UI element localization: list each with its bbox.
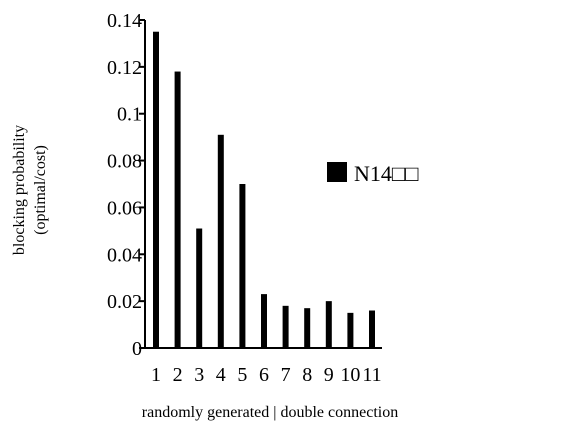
x-tick-label: 3	[194, 364, 204, 386]
y-axis-title-line-1: blocking probability	[11, 125, 28, 255]
x-tick-label: 8	[302, 364, 312, 386]
bar	[347, 312, 354, 348]
bar	[261, 294, 267, 348]
x-tick-label: 10	[340, 364, 360, 386]
legend: N14□□	[327, 161, 418, 186]
x-axis-title: randomly generated | double connection	[142, 404, 398, 421]
bar	[239, 184, 246, 348]
bar	[153, 31, 159, 348]
y-tick-label: 0.08	[107, 151, 142, 173]
y-tick-label: 0.02	[107, 291, 142, 313]
y-tick-label: 0.1	[117, 104, 142, 126]
y-tick-label: 0.04	[107, 244, 142, 266]
bar	[369, 310, 375, 348]
y-tick-label: 0.12	[107, 57, 142, 79]
legend-swatch	[327, 162, 347, 182]
bar	[196, 228, 203, 348]
legend-label: N14□□	[354, 161, 418, 186]
x-tick-label: 6	[259, 364, 269, 386]
x-tick-label: 4	[216, 364, 226, 386]
x-tick-label: 5	[237, 364, 247, 386]
x-axis-ticks: 1 2 3 4 5 6 7 8 9 10 11	[151, 364, 382, 386]
y-tick-label: 0.14	[107, 10, 142, 32]
y-axis-ticks: 0 0.02 0.04 0.06 0.08 0.1 0.12 0.14	[107, 10, 145, 360]
x-tick-label: 1	[151, 364, 161, 386]
bar	[325, 301, 332, 348]
bars	[153, 31, 375, 349]
x-tick-label: 2	[173, 364, 183, 386]
y-axis-title-line-2: (optimal/cost)	[32, 145, 49, 235]
y-tick-label: 0	[132, 338, 142, 360]
bar	[282, 305, 289, 348]
x-tick-label: 11	[362, 364, 381, 386]
y-axis-title: blocking probability (optimal/cost)	[11, 125, 49, 255]
y-tick-label: 0.06	[107, 197, 142, 219]
bar	[174, 71, 181, 349]
bar	[217, 134, 224, 348]
x-tick-label: 7	[281, 364, 291, 386]
x-tick-label: 9	[324, 364, 334, 386]
bar	[304, 308, 311, 348]
